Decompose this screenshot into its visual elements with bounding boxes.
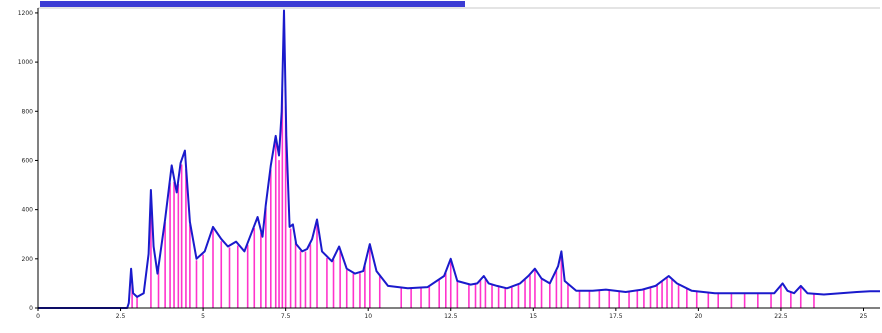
title-strip xyxy=(40,1,465,7)
y-tick-label: 1200 xyxy=(18,10,33,17)
y-tick-label: 800 xyxy=(22,108,34,115)
x-tick-label: 20 xyxy=(695,313,703,320)
x-tick-label: 22.5 xyxy=(774,313,788,320)
axes xyxy=(37,8,880,309)
y-tick-label: 200 xyxy=(22,256,34,263)
y-axis-ticks: 0 200 400 600 800 1000 1200 xyxy=(18,10,38,312)
x-tick-label: 2.5 xyxy=(116,313,126,320)
x-tick-label: 12.5 xyxy=(444,313,458,320)
series-line xyxy=(38,9,880,309)
x-tick-label: 25 xyxy=(860,313,868,320)
x-tick-label: 5 xyxy=(201,313,205,320)
x-tick-label: 10 xyxy=(364,313,372,320)
y-tick-label: 0 xyxy=(29,305,33,312)
y-tick-label: 400 xyxy=(22,207,34,214)
peak-bars xyxy=(131,89,815,308)
x-axis-ticks: 0 2.5 5 7.5 10 12.5 15 17.5 20 22.5 25 xyxy=(36,308,867,320)
x-tick-label: 17.5 xyxy=(609,313,623,320)
title-bar xyxy=(38,1,880,9)
x-tick-label: 15 xyxy=(529,313,537,320)
y-tick-label: 600 xyxy=(22,157,34,164)
y-tick-label: 1000 xyxy=(18,59,33,66)
x-tick-label: 7.5 xyxy=(281,313,291,320)
x-tick-label: 0 xyxy=(36,313,40,320)
